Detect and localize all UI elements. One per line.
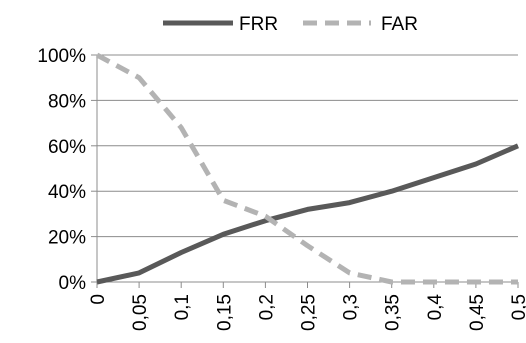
x-tick-label: 0,2 xyxy=(256,294,277,320)
y-tick-label: 40% xyxy=(48,182,86,203)
x-tick-label: 0,25 xyxy=(299,294,320,331)
x-tick-label: 0 xyxy=(88,294,109,305)
y-tick-label: 20% xyxy=(48,228,86,249)
legend-label-far: FAR xyxy=(381,14,418,35)
y-axis-ticks: 0% 20% 40% 60% 80% 100% xyxy=(37,46,86,294)
x-tick-label: 0,15 xyxy=(214,294,235,331)
series-line-frr xyxy=(96,143,519,285)
x-tick-label: 0,5 xyxy=(509,294,526,320)
legend-label-frr: FRR xyxy=(239,14,278,35)
series-lines xyxy=(95,52,519,285)
x-tick-label: 0,4 xyxy=(425,294,446,321)
x-axis-ticks: 0 0,05 0,1 0,15 0,2 0,25 0,3 0,35 0,4 0,45 0,5 xyxy=(88,294,526,331)
x-tick-label: 0,3 xyxy=(341,294,362,320)
x-tick-label: 0,35 xyxy=(383,294,404,331)
x-tick-label: 0,45 xyxy=(467,294,488,331)
gridlines xyxy=(97,54,518,238)
x-tick-label: 0,05 xyxy=(130,294,151,331)
x-tick-label: 0,1 xyxy=(172,294,193,320)
y-tick-label: 0% xyxy=(59,273,87,294)
y-tick-label: 100% xyxy=(37,46,86,67)
y-tick-label: 80% xyxy=(48,91,86,112)
legend: FRR FAR xyxy=(163,14,418,35)
y-tick-label: 60% xyxy=(48,137,86,158)
